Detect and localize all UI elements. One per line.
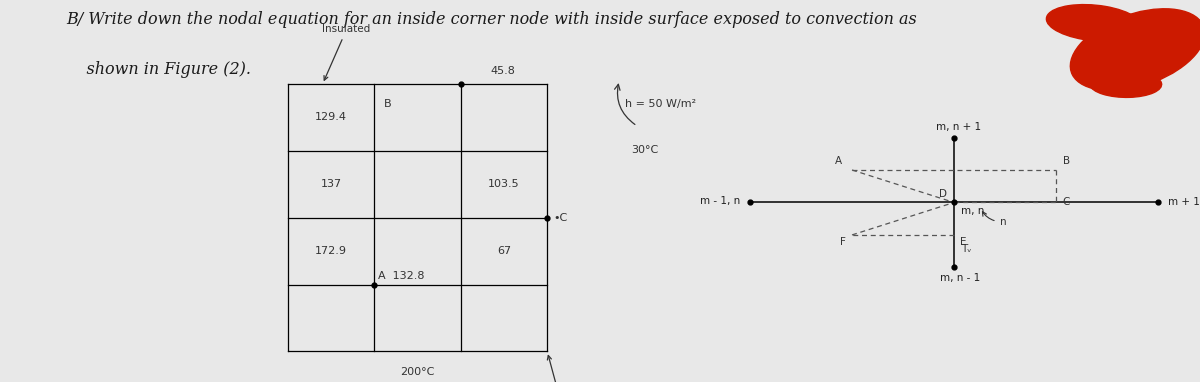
Text: B/ Write down the nodal equation for an inside corner node with inside surface e: B/ Write down the nodal equation for an … <box>66 11 917 29</box>
Text: 30°C: 30°C <box>631 145 659 155</box>
Text: Convection
face: Convection face <box>535 356 594 382</box>
Text: m - 1, n: m - 1, n <box>700 196 740 206</box>
Ellipse shape <box>1090 71 1162 97</box>
Text: D: D <box>938 189 947 199</box>
Text: B: B <box>384 99 391 109</box>
Ellipse shape <box>1046 5 1142 41</box>
Text: 45.8: 45.8 <box>491 66 516 76</box>
Text: 67: 67 <box>497 246 511 256</box>
Text: C: C <box>1062 197 1069 207</box>
Text: 172.9: 172.9 <box>316 246 347 256</box>
Text: 129.4: 129.4 <box>316 112 347 123</box>
Text: n: n <box>983 212 1007 227</box>
Text: •C: •C <box>553 213 568 223</box>
Text: 200°C: 200°C <box>401 367 434 377</box>
Text: m + 1, n: m + 1, n <box>1168 197 1200 207</box>
Text: A  132.8: A 132.8 <box>378 271 425 281</box>
Text: B: B <box>1063 156 1070 166</box>
Ellipse shape <box>1133 18 1200 50</box>
Text: shown in Figure (2).: shown in Figure (2). <box>66 61 251 78</box>
Text: A: A <box>835 156 842 166</box>
Text: Tᵥ: Tᵥ <box>961 244 972 254</box>
Ellipse shape <box>1070 9 1200 91</box>
Text: m, n - 1: m, n - 1 <box>940 273 980 283</box>
Text: F: F <box>840 237 846 247</box>
Text: 137: 137 <box>320 179 342 189</box>
Text: m, n + 1: m, n + 1 <box>936 122 982 132</box>
Text: E: E <box>960 237 966 247</box>
Text: m, n: m, n <box>961 206 984 216</box>
Text: h = 50 W/m²: h = 50 W/m² <box>625 99 696 109</box>
Text: Insulated: Insulated <box>323 24 371 80</box>
Text: 103.5: 103.5 <box>488 179 520 189</box>
